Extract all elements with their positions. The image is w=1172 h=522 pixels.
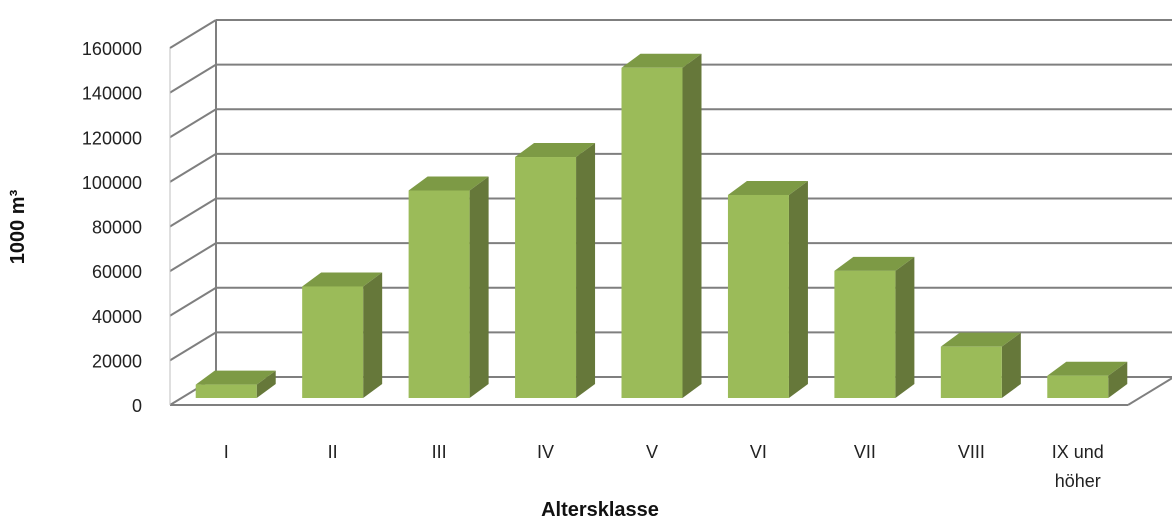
- x-tick-label: VIII: [958, 442, 985, 462]
- x-tick-label: I: [224, 442, 229, 462]
- x-tick-label: VII: [854, 442, 876, 462]
- bar: [834, 256, 915, 398]
- y-tick-label: 20000: [92, 351, 142, 371]
- y-tick-label: 160000: [82, 39, 142, 59]
- x-axis-category-labels: I II III IV V VI VII VIII IX und höher: [224, 442, 1104, 491]
- x-tick-label: IX und höher: [1052, 442, 1104, 491]
- y-tick-label: 0: [132, 396, 142, 416]
- y-tick-label: 140000: [82, 84, 142, 104]
- y-axis-title: 1000 m³: [7, 189, 29, 264]
- y-axis-tick-labels: 0 20000 40000 60000 80000 100000 120000 140000 1…: [82, 39, 142, 416]
- bar: [302, 272, 383, 398]
- bar: [408, 176, 489, 398]
- bar: [195, 370, 276, 398]
- y-tick-label: 100000: [82, 173, 142, 193]
- x-tick-label: II: [328, 442, 338, 462]
- gridline: [169, 19, 1172, 49]
- x-tick-label: VI: [750, 442, 767, 462]
- y-tick-label: 60000: [92, 262, 142, 282]
- bar: [621, 53, 702, 399]
- bar: [727, 180, 808, 398]
- bar: [515, 143, 596, 398]
- bar: [1047, 361, 1128, 398]
- x-tick-label: IV: [537, 442, 554, 462]
- bars: [195, 53, 1128, 399]
- y-tick-label: 40000: [92, 307, 142, 327]
- y-tick-label: 120000: [82, 128, 142, 148]
- x-tick-label: V: [646, 442, 658, 462]
- x-axis-title: Altersklasse: [541, 499, 659, 521]
- bar: [940, 332, 1021, 398]
- y-tick-label: 80000: [92, 218, 142, 238]
- x-tick-label: III: [432, 442, 447, 462]
